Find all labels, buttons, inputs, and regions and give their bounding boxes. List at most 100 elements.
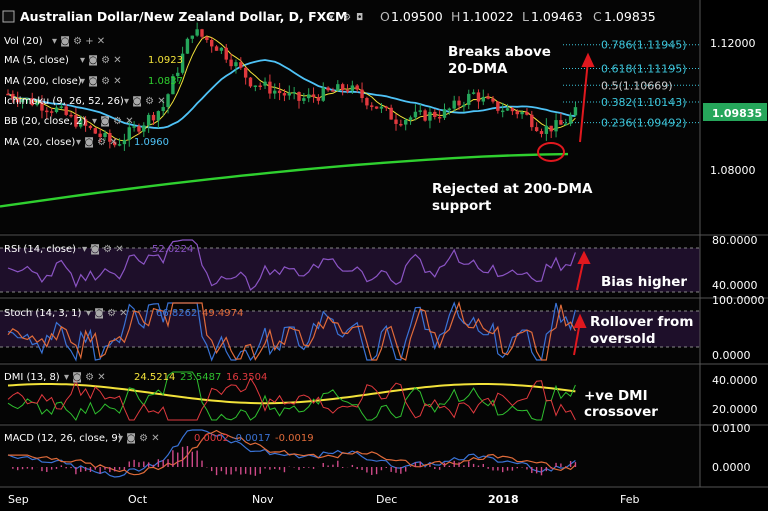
price-axis: 1.12000 1.10000 1.08000 1.09835: [703, 37, 767, 177]
low-value: 1.09463: [531, 9, 583, 24]
minus-di-path: [7, 377, 576, 421]
candle-body-74: [365, 98, 369, 106]
fib-label-4: 0.236(1.09492): [601, 117, 687, 130]
symbol-chip[interactable]: [2, 10, 15, 23]
ma20-line: [7, 59, 576, 130]
time-tick-sep: Sep: [8, 493, 29, 506]
candle-body-105: [515, 111, 519, 115]
candle-body-51: [253, 85, 258, 87]
vol-controls-icon[interactable]: ▾ ◙ ⚙ + ✕: [52, 36, 105, 47]
candle-body-85: [418, 110, 422, 112]
rejected-annotation-2: support: [432, 198, 492, 214]
candle-body-28: [142, 125, 146, 132]
time-tick-oct: Oct: [128, 493, 148, 506]
last-price-label: 1.09835: [712, 107, 762, 120]
dmi-pane: [0, 365, 700, 423]
vol-label[interactable]: Vol (20): [4, 36, 43, 47]
candle-body-18: [93, 128, 97, 134]
fibonacci-levels: 0.786(1.11945) 0.618(1.11195) 0.5(1.10669)…: [563, 39, 700, 130]
macd-label[interactable]: MACD (12, 26, close, 9): [4, 433, 122, 444]
stoch-d-value: 49.4974: [202, 308, 243, 319]
macd-controls-icon[interactable]: ▾ ◙ ⚙ ✕: [118, 433, 160, 444]
candle-body-73: [360, 89, 364, 99]
candle-body-8: [45, 110, 49, 113]
plus-di-value: 23.5487: [180, 372, 221, 383]
close-value: 1.09835: [604, 9, 656, 24]
candle-body-15: [79, 119, 83, 127]
stoch-controls-icon[interactable]: ▾ ◙ ⚙ ✕: [86, 308, 128, 319]
candle-body-22: [113, 141, 117, 146]
stoch-tick-100: 100.0000: [712, 294, 765, 307]
candle-body-88: [433, 111, 437, 117]
time-tick-2018: 2018: [488, 493, 519, 506]
candle-body-104: [510, 108, 515, 112]
candle-body-39: [195, 29, 199, 36]
candle-body-67: [331, 90, 335, 92]
candle-body-69: [340, 84, 345, 91]
oscillator-legends: RSI (14, close) ▾ ◙ ⚙ ✕ 52.0224 Stoch (1…: [4, 244, 314, 444]
stoch-k-value: 66.8262: [156, 308, 197, 319]
macd-pane: [0, 426, 700, 486]
ma200-label[interactable]: MA (200, close): [4, 76, 82, 87]
ichimoku-controls-icon[interactable]: ▾ ◙ ⚙ ✕: [124, 96, 166, 107]
ma5-controls-icon[interactable]: ▾ ◙ ⚙ ✕: [80, 55, 122, 66]
ichimoku-label[interactable]: Ichimoku (9, 26, 52, 26): [4, 96, 124, 107]
candle-body-63: [311, 94, 316, 98]
symbol-title[interactable]: Australian Dollar/New Zealand Dollar, D,…: [20, 9, 348, 24]
candle-body-49: [243, 67, 248, 78]
candle-body-37: [185, 38, 190, 54]
rollover-annotation-2: oversold: [590, 331, 656, 347]
candle-body-84: [413, 111, 418, 118]
candle-body-93: [457, 100, 461, 106]
macd-signal-value: -0.0019: [275, 433, 314, 444]
dmi-controls-icon[interactable]: ▾ ◙ ⚙ ✕: [64, 372, 106, 383]
stoch-label[interactable]: Stoch (14, 3, 1): [4, 308, 81, 319]
ma200-controls-icon[interactable]: ▾ ◙ ⚙ ✕: [80, 76, 122, 87]
candle-body-48: [239, 62, 243, 68]
candle-body-16: [83, 119, 88, 126]
fib-label-2: 0.5(1.10669): [601, 79, 673, 92]
breaks-annotation-1: Breaks above: [448, 44, 551, 60]
candle-body-53: [263, 81, 267, 86]
indicator-legend: Vol (20) ▾ ◙ ⚙ + ✕ MA (5, close) ▾ ◙ ⚙ ✕…: [4, 36, 183, 148]
high-value: 1.10022: [462, 9, 514, 24]
bb-label[interactable]: BB (20, close, 2): [4, 116, 86, 127]
ma20-controls-icon[interactable]: ▾ ◙ ⚙ ✕: [76, 137, 118, 148]
rsi-label[interactable]: RSI (14, close): [4, 244, 76, 255]
candle-body-56: [277, 90, 282, 94]
ma5-label[interactable]: MA (5, close): [4, 55, 69, 66]
adx-value: 24.5214: [134, 372, 175, 383]
candle-body-102: [501, 110, 505, 113]
candle-body-77: [379, 106, 384, 109]
candle-body-57: [282, 93, 287, 96]
dmi-label[interactable]: DMI (13, 8): [4, 372, 60, 383]
candle-body-24: [122, 139, 127, 145]
bb-controls-icon[interactable]: ▾ ◙ ⚙ ✕: [92, 116, 134, 127]
candle-body-92: [452, 100, 456, 109]
candle-body-60: [297, 92, 301, 101]
header-settings-icon[interactable]: ◘: [356, 13, 363, 23]
candle-body-108: [530, 114, 534, 128]
candle-body-32: [161, 107, 165, 112]
high-label: H: [451, 9, 460, 24]
ma20-value: 1.0960: [134, 137, 169, 148]
ma200-line: [0, 152, 569, 208]
rsi-line: [7, 239, 576, 291]
symbol-dropdown-icon[interactable]: ▾: [329, 13, 334, 23]
chart-header: Australian Dollar/New Zealand Dollar, D,…: [2, 9, 656, 24]
price-arrow: [579, 59, 589, 143]
minus-di-value: 16.3504: [226, 372, 267, 383]
candle-body-4: [25, 98, 30, 100]
candle-body-80: [394, 119, 398, 124]
rsi-controls-icon[interactable]: ▾ ◙ ⚙ ✕: [82, 244, 124, 255]
candle-body-23: [117, 144, 122, 146]
candle-body-46: [229, 59, 233, 67]
candle-body-68: [336, 84, 340, 91]
candle-body-12: [64, 106, 68, 115]
candle-body-66: [326, 87, 330, 91]
header-gear-icon[interactable]: ⚙: [343, 13, 351, 23]
candle-body-31: [156, 111, 161, 121]
ma20-label[interactable]: MA (20, close): [4, 137, 75, 148]
candle-body-75: [370, 105, 374, 107]
